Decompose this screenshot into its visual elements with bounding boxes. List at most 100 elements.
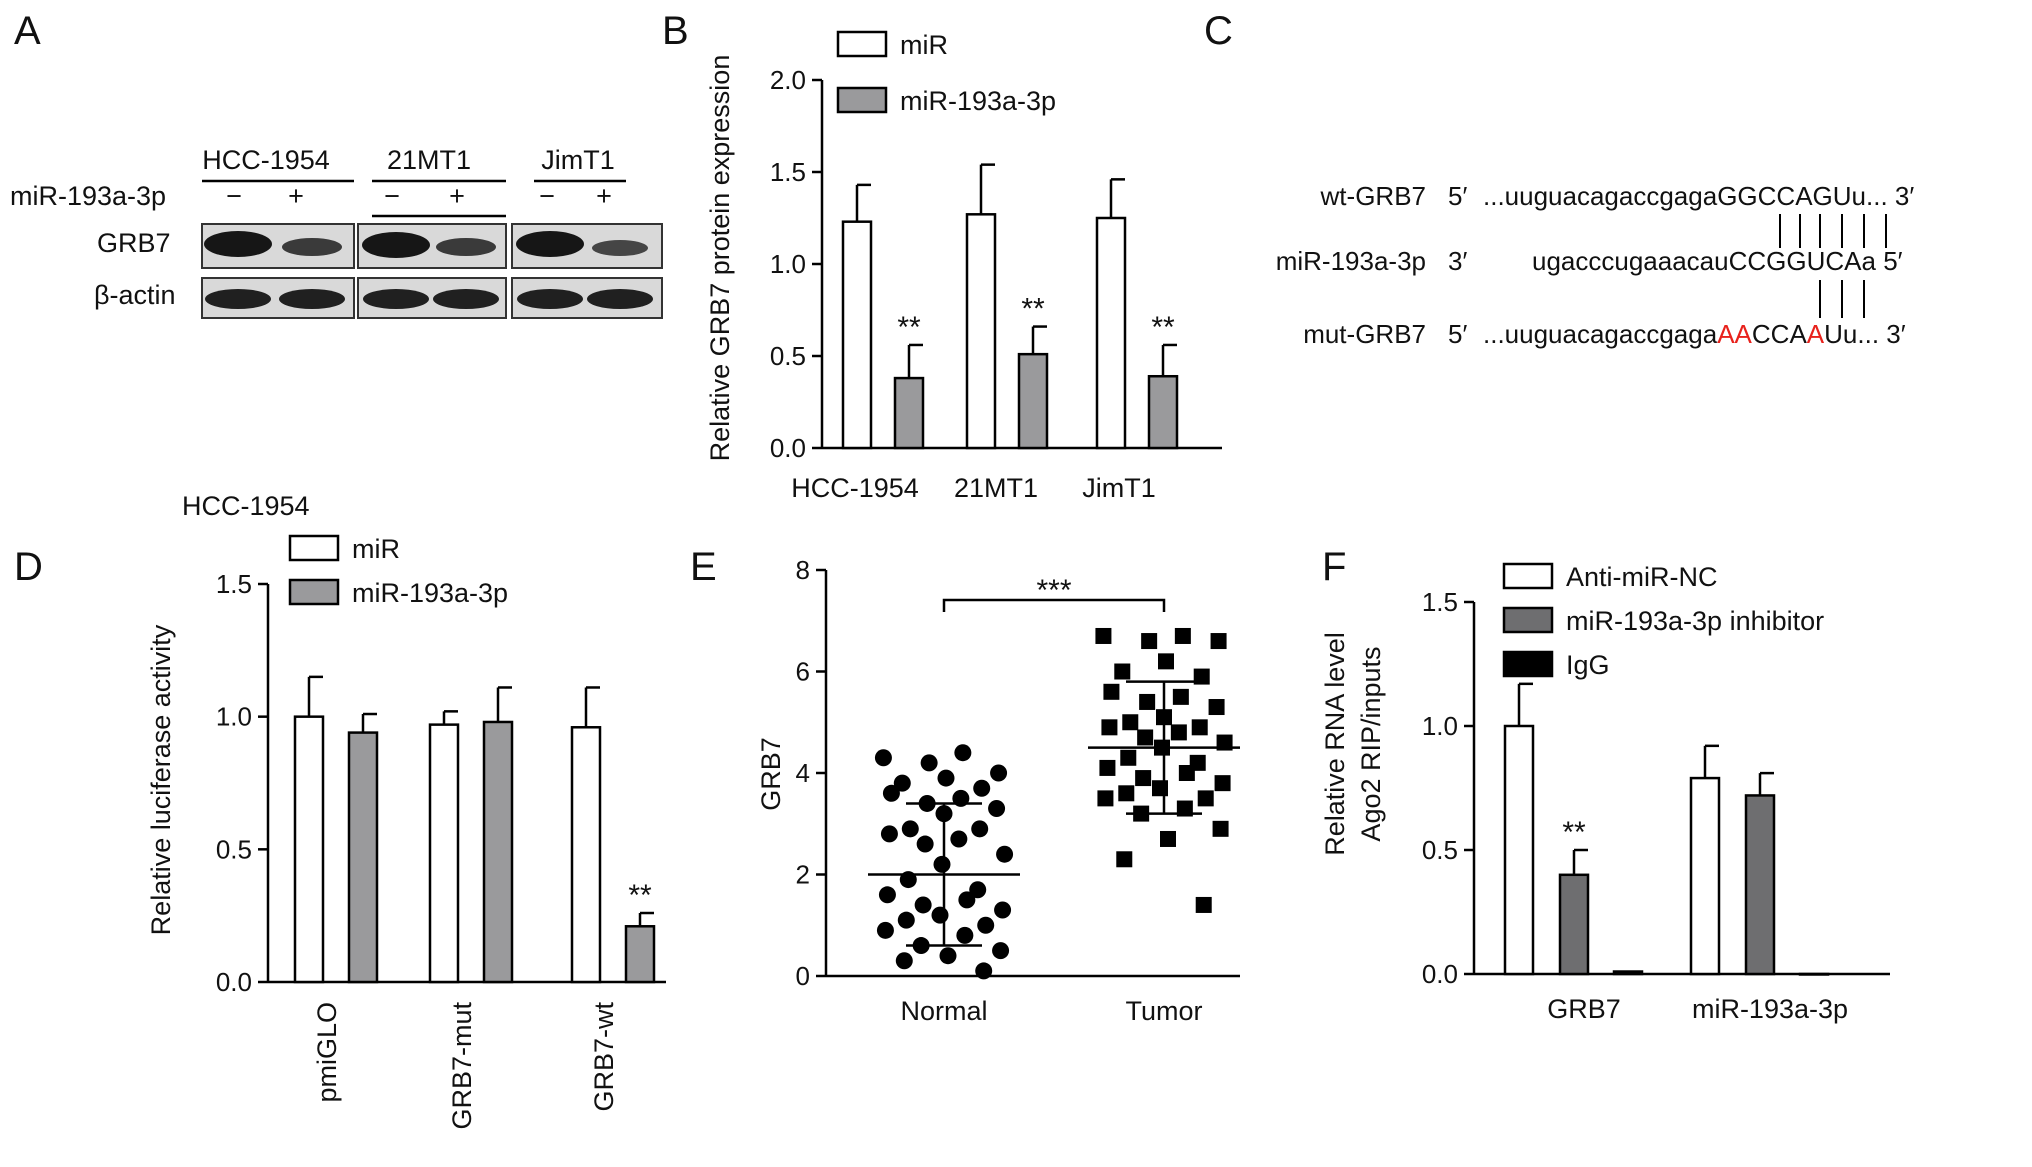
blot-label-beta-actin: β-actin [94,280,176,310]
y-axis-label: Ago2 RIP/inputs [1356,646,1386,841]
seq-mir: ugacccugaaacauCCGGUCAa 5′ [1532,246,1903,276]
seq-mut-tail: u... 3′ [1843,319,1906,349]
seq-mut: ...uuguacagaccgagaAACCAAUu... 3′ [1483,319,1906,349]
bar [428,723,460,984]
legend-label: miR [900,30,948,60]
minus-sign: − [384,181,400,211]
data-point [988,800,1006,818]
blot-band [362,232,430,258]
panel-a-label: A [14,9,41,53]
y-tick-label: 2.0 [770,65,806,95]
seq-wt-body: ...uuguacagaccgaga [1483,181,1718,211]
y-tick-label: 0 [796,961,810,991]
data-point [1212,820,1229,837]
panel-f-chart: 0.0 0.5 1.0 1.5 ** GRB7 miR-193a-3p Relative RN… [1320,562,1890,1024]
x-tick-label: GRB7-wt [589,1002,619,1112]
significance-marker: ** [1562,816,1586,849]
cell-line-label-hcc1954: HCC-1954 [202,145,330,175]
legend-swatch [288,534,340,562]
data-point [1152,780,1168,797]
data-point [931,906,949,924]
y-axis-label: Relative RNA level [1320,632,1350,856]
data-point [1122,714,1139,731]
data-point [1141,633,1158,650]
data-point [1195,896,1212,913]
bar [293,715,325,984]
data-point [1210,633,1227,650]
cell-line-label-jimt1: JimT1 [541,145,615,175]
seq-mut-mutation: AA [1717,319,1752,349]
data-point [1101,719,1118,736]
minus-sign: − [226,181,242,211]
legend-swatch [1502,606,1554,634]
y-tick-label: 6 [796,657,810,687]
panel-d-title: HCC-1954 [182,491,310,521]
legend-label: miR [352,534,400,564]
panel-e-chart: 0 2 4 6 8 Normal Tumor *** GRB7 [756,555,1240,1026]
x-tick-label: HCC-1954 [791,473,919,503]
bar [347,731,379,984]
legend-label: miR-193a-3p inhibitor [1566,606,1824,636]
bar [1017,352,1049,450]
legend-label: miR-193a-3p [900,86,1056,116]
blot-band [516,231,584,257]
data-point [893,774,911,792]
data-point [956,926,974,944]
pairing-lines-mut [1819,280,1865,318]
plus-sign: + [288,181,304,211]
data-point [895,952,913,970]
significance-marker: ** [1151,311,1175,344]
panel-b-label: B [662,9,689,53]
seq-name-mir: miR-193a-3p [1276,246,1426,276]
significance-marker: ** [1021,293,1045,326]
data-point [920,754,938,772]
data-point [1158,653,1174,670]
bar [1689,776,1721,976]
y-tick-label: 4 [796,758,810,788]
x-tick-label: miR-193a-3p [1692,994,1848,1024]
data-point [969,881,987,899]
data-point [971,820,989,838]
data-point [1116,851,1133,868]
data-point [977,916,995,934]
data-point [874,749,892,767]
y-tick-label: 1.0 [216,702,252,732]
panel-f-label: F [1322,545,1346,589]
y-tick-label: 1.0 [770,249,806,279]
seq-mut-body: ...uuguacagaccgaga [1483,319,1718,349]
cell-line-label-21mt1: 21MT1 [387,145,471,175]
y-axis-label: GRB7 [756,737,786,811]
data-point [1135,770,1152,787]
seq-wt-site: GGCCAGU [1717,181,1851,211]
data-point [973,779,991,797]
data-point [1208,699,1225,716]
data-point [1137,729,1154,746]
panel-d-label: D [14,545,43,589]
y-tick-label: 1.5 [770,157,806,187]
data-point [1191,719,1208,736]
data-point [1114,663,1131,680]
seq-end-mir: 3′ [1448,246,1467,276]
y-tick-label: 1.5 [1422,587,1458,617]
treatment-label: miR-193a-3p [10,181,166,211]
bar [482,720,514,984]
blot-band [433,289,499,309]
x-tick-label: Tumor [1125,996,1202,1026]
data-point [954,744,972,762]
data-point [1174,627,1191,644]
legend-swatch [288,578,340,606]
data-point [1197,790,1214,807]
bar [965,213,997,450]
data-point [880,825,898,843]
bar [1503,724,1535,976]
bar [893,376,925,450]
data-point [1139,693,1156,710]
bar [841,220,873,450]
panel-c-label: C [1204,9,1233,53]
legend-swatch [836,30,888,58]
panel-b-chart: 0.0 0.5 1.0 1.5 2.0 ** ** ** HCC-1954 21MT1 JimT1 R… [705,30,1222,503]
bar [1558,873,1590,976]
data-point [996,845,1014,863]
data-point [1214,775,1231,792]
legend-label: miR-193a-3p [352,578,508,608]
